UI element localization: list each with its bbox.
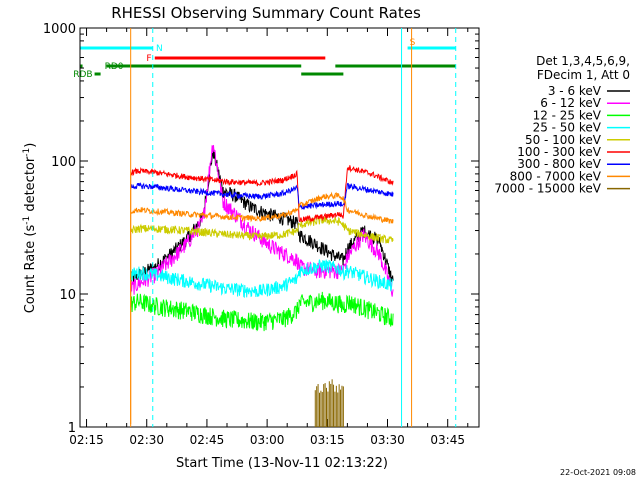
flag-label-rdb: RDB	[73, 70, 92, 80]
legend-item-label: 800 - 7000 keV	[510, 169, 602, 183]
flag-bars: NF S RD0 RDB	[73, 38, 456, 80]
series-line	[130, 259, 394, 299]
series-line	[130, 215, 394, 244]
plot-frame	[79, 27, 480, 428]
legend: Det 1,3,4,5,6,9, FDecim 1, Att 0 3 - 6 k…	[494, 54, 630, 196]
legend-item-label: 12 - 25 keV	[533, 108, 602, 122]
legend-item-label: 300 - 800 keV	[517, 157, 601, 171]
x-axis-label: Start Time (13-Nov-11 02:13:22)	[176, 456, 388, 471]
series-line	[130, 291, 394, 332]
x-tick-label: 03:00	[250, 433, 285, 447]
y-axis-label: Count Rate (s-1 detector-1)	[22, 143, 38, 314]
flag-label-s: S	[410, 38, 416, 48]
axis-ticks: 02:15 02:30 02:45 03:00 03:15 03:30 03:45 1 10 10…	[43, 22, 479, 447]
y-tick-label: 1	[68, 421, 76, 436]
legend-item-label: 7000 - 15000 keV	[494, 182, 601, 196]
time-markers	[130, 28, 457, 427]
flag-label-f: F	[146, 54, 151, 64]
flag-label-n: N	[156, 44, 163, 54]
chart-title: RHESSI Observing Summary Count Rates	[111, 4, 421, 22]
y-tick-label: 10	[59, 288, 76, 303]
series-line	[130, 165, 394, 223]
flag-label-rd0: RD0	[105, 62, 124, 72]
footer-timestamp: 22-Oct-2021 09:08	[560, 468, 636, 477]
legend-item-label: 3 - 6 keV	[548, 84, 602, 98]
y-tick-label: 1000	[43, 22, 76, 37]
x-tick-label: 03:30	[370, 433, 405, 447]
legend-header-2: FDecim 1, Att 0	[537, 68, 630, 82]
x-tick-label: 02:45	[190, 433, 225, 447]
legend-item-label: 50 - 100 keV	[525, 133, 602, 147]
x-tick-label: 03:15	[310, 433, 345, 447]
legend-item-label: 25 - 50 keV	[533, 121, 602, 135]
legend-item-label: 6 - 12 keV	[540, 96, 602, 110]
x-tick-label: 02:30	[129, 433, 164, 447]
y-tick-label: 100	[51, 155, 76, 170]
x-tick-label: 02:15	[69, 433, 104, 447]
legend-item-label: 100 - 300 keV	[517, 145, 601, 159]
series-line	[130, 145, 394, 297]
legend-header-1: Det 1,3,4,5,6,9,	[536, 54, 630, 68]
series-line	[130, 191, 394, 224]
x-tick-label: 03:45	[430, 433, 465, 447]
series-lines	[130, 145, 394, 427]
series-line	[130, 182, 394, 210]
